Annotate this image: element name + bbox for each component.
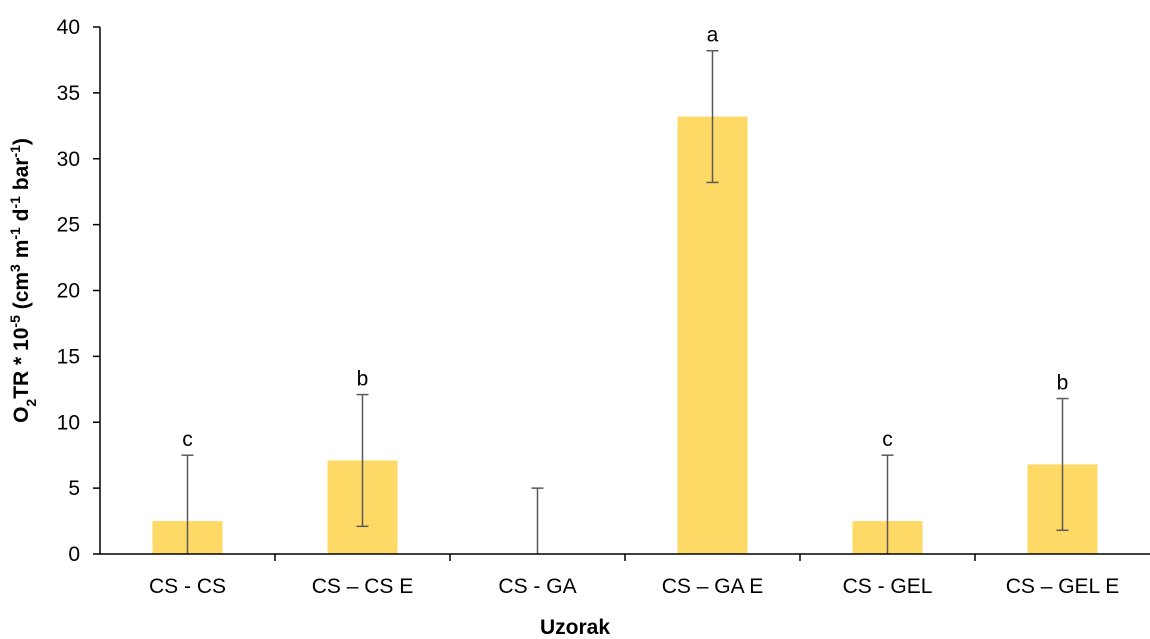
y-tick-label: 40	[57, 16, 80, 39]
y-tick-label: 35	[57, 82, 80, 105]
significance-label: b	[357, 368, 369, 391]
significance-label: b	[1057, 372, 1069, 395]
x-category-label: CS – CS E	[312, 575, 414, 598]
y-tick-label: 20	[57, 280, 80, 303]
x-axis-title: Uzorak	[540, 616, 610, 639]
axes-group	[99, 27, 1150, 561]
significance-label: c	[882, 428, 893, 451]
y-tick-label: 10	[57, 411, 80, 434]
significance-label: c	[182, 428, 193, 451]
y-axis-title: O2TR * 10-5 (cm3 m-1 d-1 bar-1)	[7, 138, 39, 423]
x-category-label: CS – GEL E	[1006, 575, 1120, 598]
bar	[677, 116, 748, 554]
significance-label: a	[707, 24, 719, 47]
y-ticks-group: 0 5 10 15 20 25 30 35 40	[57, 16, 100, 566]
x-categories-group: CS - CS CS – CS E CS - GA CS – GA E CS - GEL…	[149, 575, 1119, 598]
significance-labels-group: c b a c b	[182, 24, 1068, 451]
y-tick-label: 30	[57, 148, 80, 171]
x-category-label: CS – GA E	[662, 575, 764, 598]
x-category-label: CS - CS	[149, 575, 226, 598]
y-tick-label: 15	[57, 345, 80, 368]
error-bars-group	[181, 49, 1069, 554]
y-tick-label: 5	[68, 477, 80, 500]
x-category-label: CS - GEL	[843, 575, 933, 598]
y-tick-label: 25	[57, 214, 80, 237]
bars-group	[152, 116, 1098, 554]
x-category-label: CS - GA	[498, 575, 576, 598]
y-tick-label: 0	[68, 543, 80, 566]
